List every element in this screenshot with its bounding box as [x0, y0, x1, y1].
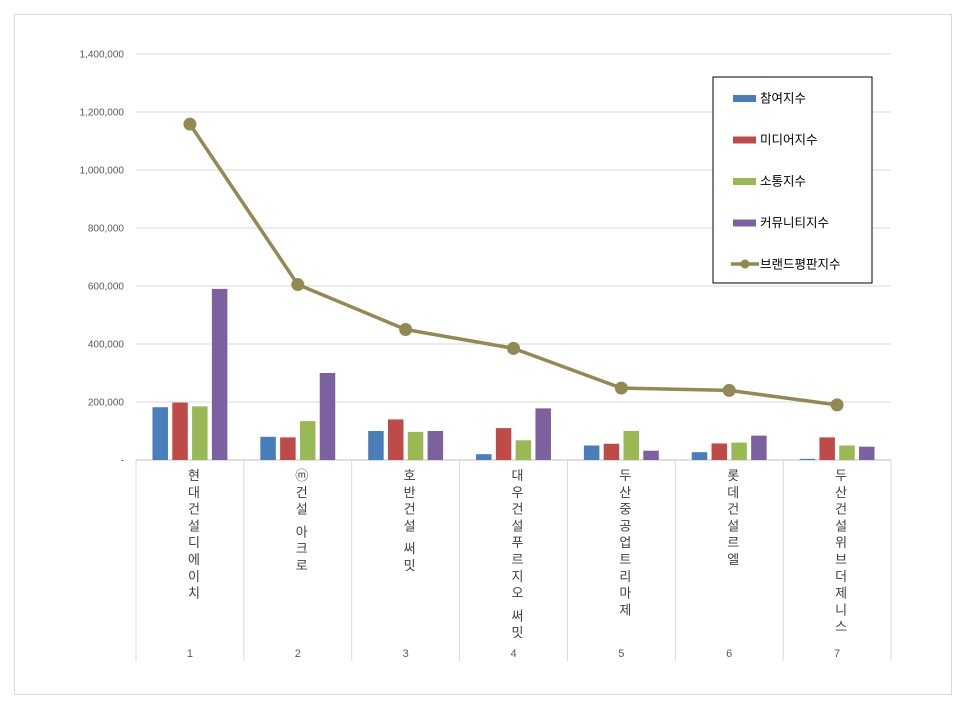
- category-index: 2: [295, 648, 301, 660]
- bar: [427, 431, 444, 460]
- legend-label: 브랜드평판지수: [760, 257, 841, 272]
- bar: [319, 373, 336, 460]
- line-point: [722, 383, 736, 397]
- category-index: 4: [510, 648, 516, 660]
- bar: [819, 437, 835, 460]
- y-tick-label: 1,200,000: [80, 108, 125, 119]
- y-axis-ticks: - 200,000 400,000 600,000 800,000 1,000,000 1,…: [80, 50, 125, 467]
- bar: [691, 452, 708, 460]
- bar: [515, 440, 532, 460]
- legend-label: 커뮤니티지수: [760, 215, 829, 230]
- legend-label: 소통지수: [760, 174, 806, 189]
- y-tick-label: 200,000: [88, 398, 125, 409]
- chart-svg: - 200,000 400,000 600,000 800,000 1,000,000 1,…: [80, 50, 892, 661]
- bar: [476, 454, 492, 460]
- bar: [280, 437, 296, 460]
- bar: [711, 443, 728, 460]
- bar: [643, 450, 659, 460]
- bar: [731, 442, 747, 460]
- bar: [623, 431, 640, 460]
- bar: [387, 419, 404, 460]
- y-tick-label: 1,000,000: [80, 166, 125, 177]
- y-tick-label: 800,000: [88, 224, 125, 235]
- line-point: [291, 278, 305, 292]
- legend-swatch: [733, 178, 756, 185]
- bar: [751, 435, 767, 460]
- bar: [299, 421, 316, 460]
- bar: [260, 436, 276, 460]
- category-index: 3: [403, 648, 409, 660]
- bar: [583, 445, 600, 460]
- bar: [407, 431, 424, 460]
- legend-label: 참여지수: [760, 91, 806, 106]
- y-tick-label: 1,400,000: [80, 50, 125, 61]
- category-labels: 현 대 건 설 디 에 이 치 1 ⓜ 건 설 아 크 로 2 호 반 건 설 써 밋 3 대 우 건 설 푸 르 지 오 써 밋 4 두 산 중…: [187, 469, 847, 660]
- bar: [368, 431, 384, 460]
- bar: [495, 428, 512, 460]
- line-point: [507, 341, 520, 355]
- y-tick-label: 600,000: [88, 282, 125, 293]
- category-index: 5: [618, 648, 624, 660]
- bars: [152, 288, 875, 460]
- category-index: 6: [726, 648, 732, 660]
- legend-swatch: [733, 95, 756, 102]
- bar: [859, 446, 875, 460]
- line-point: [183, 117, 197, 131]
- legend-line-marker: [740, 259, 750, 269]
- bar: [152, 407, 168, 460]
- legend-swatch: [733, 136, 756, 144]
- category-index: 1: [187, 648, 193, 660]
- line-point: [614, 381, 628, 395]
- bar: [535, 408, 551, 460]
- bar: [799, 458, 816, 460]
- bar: [211, 288, 228, 460]
- line-point: [830, 398, 844, 412]
- line-point: [399, 323, 413, 336]
- y-tick-label: -: [121, 456, 124, 467]
- bar: [172, 402, 188, 460]
- brand-index-line: [183, 117, 844, 412]
- legend-swatch: [733, 219, 756, 227]
- bar: [839, 445, 855, 460]
- legend-label: 미디어지수: [760, 132, 818, 147]
- bar: [192, 406, 208, 460]
- y-tick-label: 400,000: [88, 340, 125, 351]
- category-index: 7: [834, 648, 840, 660]
- bar: [603, 443, 620, 460]
- chart-frame: - 200,000 400,000 600,000 800,000 1,000,000 1,…: [14, 14, 952, 695]
